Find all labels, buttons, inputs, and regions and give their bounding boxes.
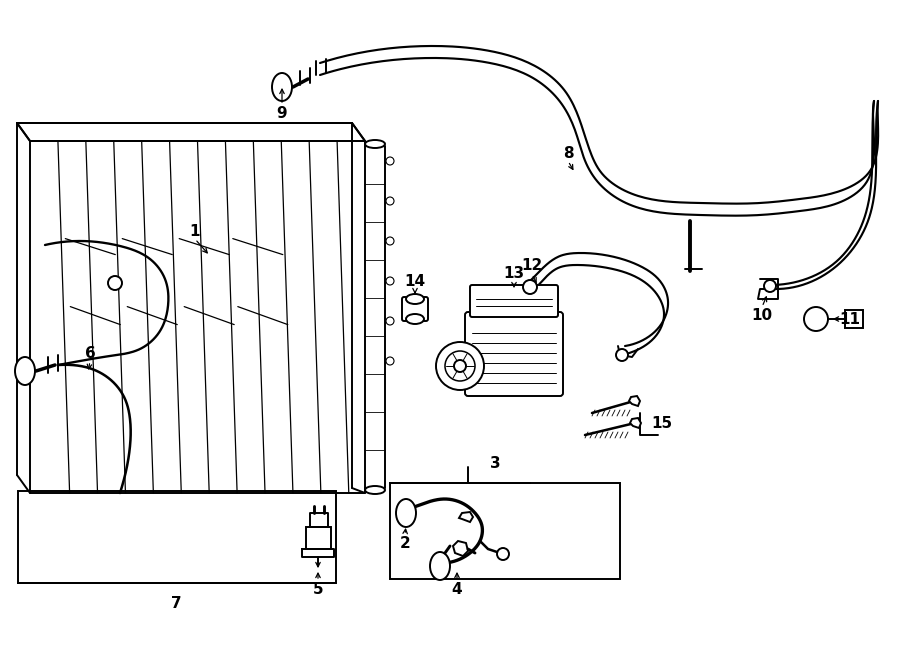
Ellipse shape [365, 486, 385, 494]
FancyBboxPatch shape [402, 297, 428, 321]
Text: 4: 4 [452, 582, 463, 596]
Ellipse shape [15, 357, 35, 385]
Text: 2: 2 [400, 535, 410, 551]
Text: 15: 15 [652, 416, 672, 430]
FancyBboxPatch shape [465, 312, 563, 396]
Text: 6: 6 [85, 346, 95, 360]
Circle shape [108, 276, 122, 290]
Bar [18, 491, 336, 583]
Polygon shape [630, 418, 641, 428]
Circle shape [386, 317, 394, 325]
Circle shape [523, 280, 537, 294]
Text: 10: 10 [752, 307, 772, 323]
Circle shape [764, 280, 776, 292]
Circle shape [436, 342, 484, 390]
Text: 11: 11 [840, 311, 860, 327]
Text: 9: 9 [276, 106, 287, 120]
Bar [390, 483, 620, 579]
Polygon shape [453, 541, 468, 556]
Text: 13: 13 [503, 266, 525, 280]
Bar [845, 310, 863, 328]
Circle shape [386, 157, 394, 165]
Polygon shape [629, 396, 640, 406]
Ellipse shape [396, 499, 416, 527]
Circle shape [386, 277, 394, 285]
Polygon shape [459, 512, 473, 522]
Ellipse shape [430, 552, 450, 580]
Text: 1: 1 [190, 223, 200, 239]
Circle shape [804, 307, 828, 331]
Circle shape [386, 237, 394, 245]
Text: 5: 5 [312, 582, 323, 596]
Circle shape [497, 548, 509, 560]
Ellipse shape [365, 140, 385, 148]
Text: 7: 7 [171, 596, 181, 611]
Circle shape [616, 349, 628, 361]
Ellipse shape [406, 314, 424, 324]
Ellipse shape [406, 294, 424, 304]
Text: 12: 12 [521, 258, 543, 274]
Text: 14: 14 [404, 274, 426, 288]
Circle shape [386, 197, 394, 205]
Ellipse shape [272, 73, 292, 101]
Circle shape [454, 360, 466, 372]
Circle shape [386, 357, 394, 365]
Text: 3: 3 [490, 455, 500, 471]
Text: 8: 8 [562, 145, 573, 161]
FancyBboxPatch shape [470, 285, 558, 317]
Bar [306, 527, 331, 549]
Circle shape [445, 351, 475, 381]
